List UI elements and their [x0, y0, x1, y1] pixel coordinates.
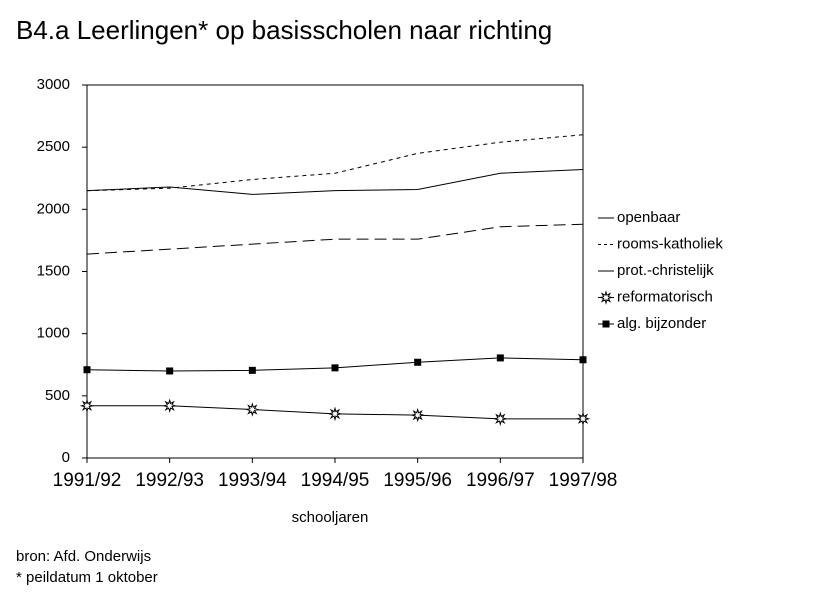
marker [245, 402, 260, 417]
marker [493, 411, 508, 427]
marker [327, 406, 343, 422]
legend-label: rooms-katholiek [617, 235, 723, 252]
y-tick-label: 0 [62, 449, 70, 466]
series-line [86, 169, 584, 195]
x-tick-label: 1994/95 [301, 470, 370, 491]
y-tick-label: 2000 [37, 200, 70, 217]
marker [331, 364, 339, 372]
x-axis-label: schooljaren [292, 509, 369, 526]
series-line [86, 134, 584, 192]
x-tick-label: 1993/94 [218, 470, 287, 491]
y-tick-label: 500 [45, 387, 70, 404]
marker [248, 366, 256, 374]
marker [410, 407, 425, 423]
marker [166, 367, 174, 375]
x-tick-label: 1997/98 [549, 470, 618, 491]
legend-label: prot.-christelijk [617, 262, 714, 279]
x-tick-label: 1991/92 [53, 470, 122, 491]
y-tick-label: 1000 [37, 325, 70, 342]
marker [602, 320, 610, 328]
legend-label: alg. bijzonder [617, 315, 706, 332]
x-tick-label: 1992/93 [135, 470, 204, 491]
legend-label: reformatorisch [617, 288, 713, 305]
marker [79, 398, 95, 414]
series-line [86, 223, 584, 255]
footnote: * peildatum 1 oktober [16, 569, 158, 586]
marker [162, 398, 177, 414]
y-tick-label: 1500 [37, 262, 70, 279]
marker [83, 366, 91, 374]
y-tick-label: 3000 [37, 76, 70, 93]
marker [414, 358, 422, 366]
marker [575, 411, 591, 427]
legend-label: openbaar [617, 209, 680, 226]
source: bron: Afd. Onderwijs [16, 548, 151, 565]
marker [598, 290, 614, 305]
marker [496, 354, 504, 362]
marker [579, 356, 587, 364]
x-tick-label: 1996/97 [466, 470, 535, 491]
x-tick-label: 1995/96 [383, 470, 452, 491]
y-tick-label: 2500 [37, 138, 70, 155]
chart-title: B4.a Leerlingen* op basisscholen naar ri… [16, 15, 552, 45]
